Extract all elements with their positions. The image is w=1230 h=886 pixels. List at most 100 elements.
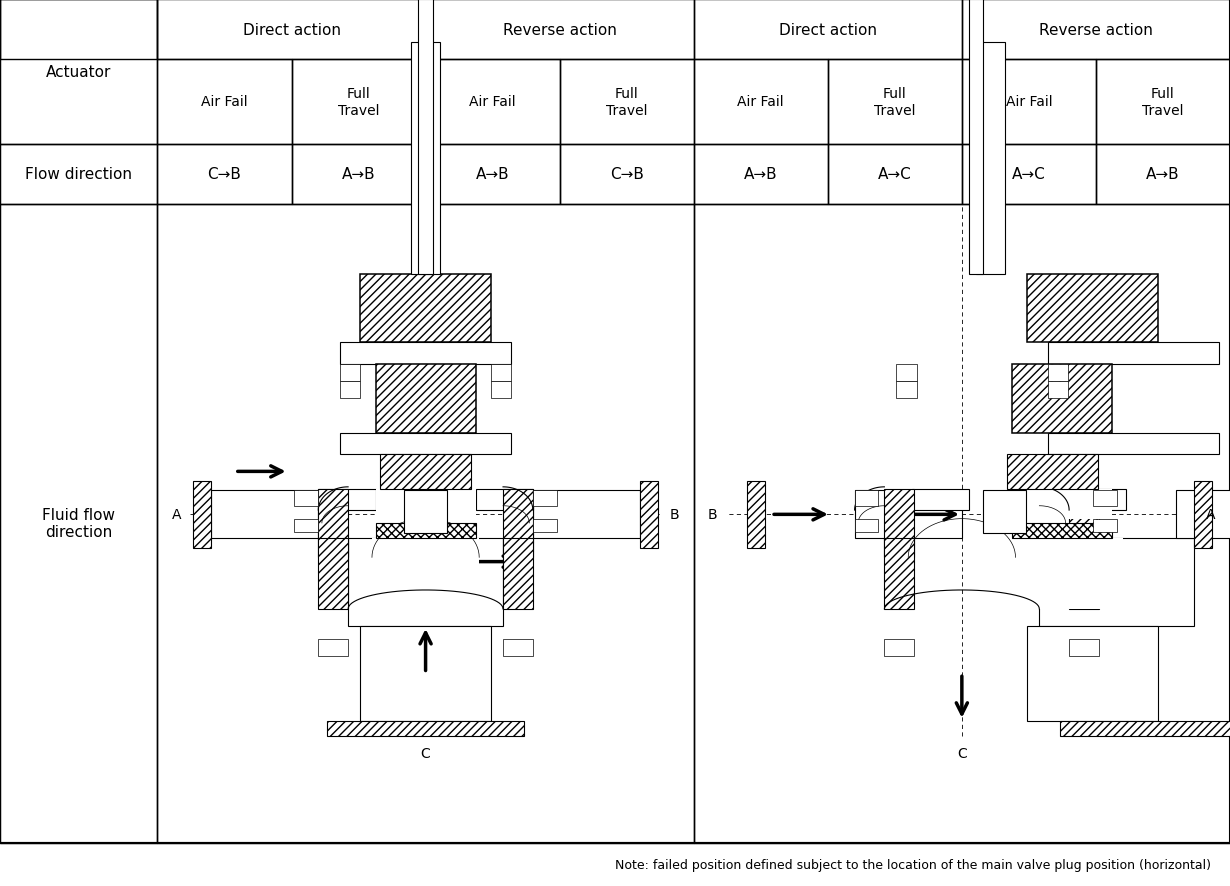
Text: Flow direction: Flow direction: [26, 167, 132, 182]
Bar: [1096, 60, 1230, 144]
Bar: [360, 626, 491, 721]
Text: A: A: [172, 508, 181, 522]
Bar: [339, 364, 360, 382]
Bar: [476, 489, 533, 510]
Bar: [855, 491, 878, 506]
Bar: [1016, 539, 1123, 610]
Bar: [319, 489, 375, 510]
Bar: [1069, 539, 1098, 610]
Bar: [371, 539, 480, 610]
Bar: [977, 43, 1005, 275]
Text: A→B: A→B: [1146, 167, 1180, 182]
Bar: [0, 205, 157, 843]
Bar: [1012, 524, 1112, 539]
Bar: [1027, 275, 1159, 343]
Bar: [533, 491, 557, 506]
Bar: [748, 481, 765, 548]
Bar: [855, 491, 962, 539]
Bar: [694, 60, 828, 144]
Bar: [0, 0, 157, 144]
Bar: [969, 0, 983, 275]
Bar: [533, 519, 557, 532]
Text: Direct action: Direct action: [779, 23, 877, 37]
Bar: [1093, 519, 1117, 532]
Bar: [319, 489, 348, 557]
Bar: [983, 491, 1026, 533]
Bar: [418, 0, 433, 275]
Bar: [157, 144, 292, 205]
Bar: [339, 343, 512, 364]
Text: Full
Travel: Full Travel: [875, 87, 915, 118]
Bar: [503, 489, 533, 557]
Text: Full
Travel: Full Travel: [338, 87, 379, 118]
Bar: [1096, 144, 1230, 205]
Bar: [294, 491, 319, 506]
Text: Direct action: Direct action: [242, 23, 341, 37]
Bar: [319, 639, 348, 657]
Text: A→C: A→C: [1012, 167, 1046, 182]
Bar: [1027, 626, 1159, 721]
Text: B: B: [708, 508, 717, 522]
Bar: [962, 0, 1230, 60]
Text: Note: failed position defined subject to the location of the main valve plug pos: Note: failed position defined subject to…: [615, 858, 1212, 871]
Text: C: C: [421, 747, 430, 760]
Bar: [193, 481, 212, 548]
Bar: [491, 364, 512, 382]
Bar: [380, 455, 471, 489]
Bar: [292, 144, 426, 205]
Text: Air Fail: Air Fail: [470, 96, 515, 109]
Bar: [694, 144, 828, 205]
Bar: [292, 60, 426, 144]
Bar: [360, 275, 491, 343]
Bar: [348, 539, 503, 626]
Text: Air Fail: Air Fail: [202, 96, 247, 109]
Bar: [375, 489, 476, 519]
Text: A→C: A→C: [878, 167, 911, 182]
Bar: [1069, 489, 1098, 557]
Bar: [426, 60, 560, 144]
Bar: [1048, 343, 1219, 364]
Bar: [962, 144, 1096, 205]
Bar: [157, 0, 426, 60]
Bar: [1007, 455, 1097, 489]
Bar: [1194, 481, 1212, 548]
Bar: [503, 639, 533, 657]
Bar: [1048, 382, 1068, 399]
Bar: [1048, 364, 1068, 382]
Bar: [560, 144, 694, 205]
Bar: [0, 0, 157, 60]
Text: Air Fail: Air Fail: [1006, 96, 1052, 109]
Text: Actuator: Actuator: [46, 65, 112, 80]
Bar: [411, 43, 440, 275]
Bar: [503, 539, 533, 610]
Text: Reverse action: Reverse action: [1039, 23, 1153, 37]
Bar: [884, 489, 914, 557]
Bar: [426, 0, 694, 60]
Bar: [828, 60, 962, 144]
Bar: [405, 491, 446, 533]
Text: Reverse action: Reverse action: [503, 23, 616, 37]
Bar: [1039, 539, 1194, 626]
Bar: [319, 539, 348, 610]
Bar: [694, 0, 962, 60]
Bar: [884, 539, 914, 610]
Text: Full
Travel: Full Travel: [1143, 87, 1183, 118]
Bar: [212, 491, 319, 539]
Bar: [1060, 721, 1230, 736]
Text: C→B: C→B: [610, 167, 643, 182]
Bar: [828, 144, 962, 205]
Bar: [339, 433, 512, 455]
Text: A→B: A→B: [342, 167, 375, 182]
Bar: [426, 144, 560, 205]
Bar: [1069, 489, 1127, 510]
Bar: [1012, 364, 1112, 433]
Text: Air Fail: Air Fail: [738, 96, 784, 109]
Bar: [855, 519, 878, 532]
Text: B: B: [670, 508, 679, 522]
Bar: [1069, 639, 1098, 657]
Text: A→B: A→B: [476, 167, 509, 182]
Text: A→B: A→B: [744, 167, 777, 182]
Text: A: A: [1207, 508, 1215, 522]
Bar: [962, 60, 1096, 144]
Bar: [1012, 489, 1112, 519]
